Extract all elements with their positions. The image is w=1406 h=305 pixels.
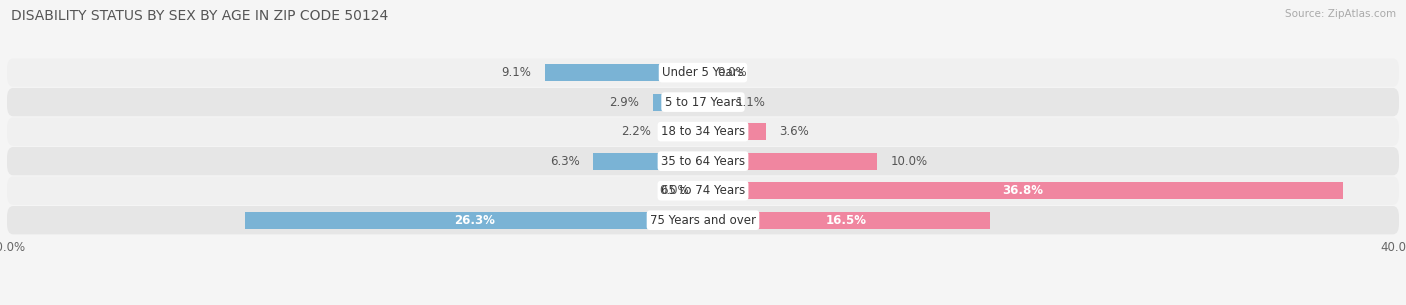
Bar (665, 123, 703, 140)
Text: 10.0%: 10.0% (891, 155, 928, 168)
Bar (703, 123, 766, 140)
FancyBboxPatch shape (7, 117, 1399, 146)
Text: 65 to 74 Years: 65 to 74 Years (661, 184, 745, 197)
Text: 26.3%: 26.3% (454, 214, 495, 227)
Bar (703, 94, 723, 111)
Text: 1.1%: 1.1% (737, 96, 766, 109)
FancyBboxPatch shape (7, 147, 1399, 175)
Text: DISABILITY STATUS BY SEX BY AGE IN ZIP CODE 50124: DISABILITY STATUS BY SEX BY AGE IN ZIP C… (11, 9, 388, 23)
Text: 2.9%: 2.9% (609, 96, 638, 109)
Text: 18 to 34 Years: 18 to 34 Years (661, 125, 745, 138)
Text: 2.2%: 2.2% (621, 125, 651, 138)
Bar (652, 94, 703, 111)
Text: 3.6%: 3.6% (779, 125, 810, 138)
FancyBboxPatch shape (7, 206, 1399, 234)
Bar (593, 152, 703, 170)
Bar (703, 182, 1343, 199)
Text: 6.3%: 6.3% (550, 155, 579, 168)
Text: 0.0%: 0.0% (717, 66, 747, 79)
FancyBboxPatch shape (7, 177, 1399, 205)
Text: 5 to 17 Years: 5 to 17 Years (665, 96, 741, 109)
Text: 0.0%: 0.0% (659, 184, 689, 197)
Text: 16.5%: 16.5% (827, 214, 868, 227)
FancyBboxPatch shape (7, 88, 1399, 116)
Text: 36.8%: 36.8% (1002, 184, 1043, 197)
Bar (703, 212, 990, 229)
Text: 35 to 64 Years: 35 to 64 Years (661, 155, 745, 168)
Bar (703, 152, 877, 170)
Bar (246, 212, 703, 229)
Text: 9.1%: 9.1% (501, 66, 530, 79)
Text: 75 Years and over: 75 Years and over (650, 214, 756, 227)
FancyBboxPatch shape (7, 59, 1399, 87)
Text: Under 5 Years: Under 5 Years (662, 66, 744, 79)
Bar (544, 64, 703, 81)
Text: Source: ZipAtlas.com: Source: ZipAtlas.com (1285, 9, 1396, 19)
